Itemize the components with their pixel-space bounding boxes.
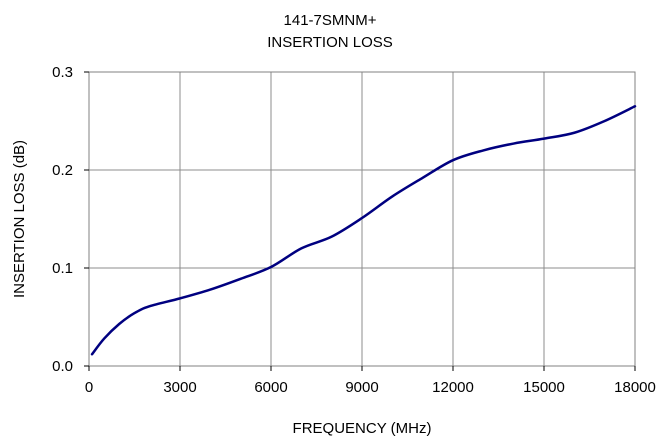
y-axis-tick-labels: 0.0 0.1 0.2 0.3 (52, 64, 73, 375)
chart-subtitle: INSERTION LOSS (267, 34, 393, 51)
series-layer (90, 105, 637, 356)
x-tick-label: 3000 (163, 379, 196, 396)
y-tick-label: 0.3 (52, 64, 73, 81)
x-tick-label: 15000 (523, 379, 565, 396)
x-tick-label: 0 (85, 379, 93, 396)
y-tick-label: 0.0 (52, 358, 73, 375)
y-tick-label: 0.1 (52, 260, 73, 277)
tick-marks (84, 71, 636, 371)
grid-lines (89, 72, 635, 366)
y-axis-label: INSERTION LOSS (dB) (11, 140, 28, 298)
chart-title: 141-7SMNM+ (284, 12, 377, 29)
x-tick-label: 9000 (345, 379, 378, 396)
x-axis-label: FREQUENCY (MHz) (293, 420, 432, 437)
x-tick-label: 12000 (432, 379, 474, 396)
x-axis-tick-labels: 0 3000 6000 9000 12000 15000 18000 (85, 379, 656, 396)
x-tick-label: 18000 (614, 379, 656, 396)
series-line (90, 105, 637, 356)
x-tick-label: 6000 (254, 379, 287, 396)
y-tick-label: 0.2 (52, 162, 73, 179)
